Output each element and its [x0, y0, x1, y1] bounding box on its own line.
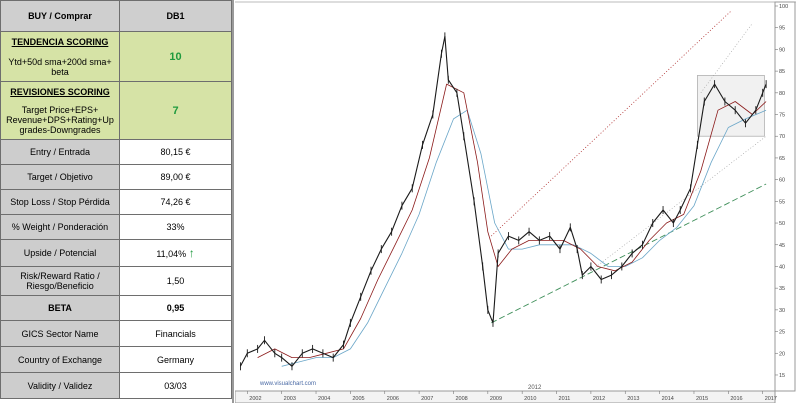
x-tick-label-2004: 2004 — [318, 396, 330, 402]
tendencia-value: 10 — [169, 50, 182, 63]
y-tick-label-50: 50 — [779, 221, 785, 227]
upside-row: Upside / Potencial 11,04% ↑ — [0, 239, 232, 267]
revisiones-cell: REVISIONES SCORING Target Price+EPS+ Rev… — [0, 81, 120, 140]
revisiones-title: REVISIONES SCORING — [10, 86, 110, 97]
trendline-3 — [700, 23, 753, 93]
x-tick-label-2006: 2006 — [387, 396, 399, 402]
price-chart: www.visualchart.com 2012 2002 2003 2004 200… — [234, 0, 796, 404]
x-tick-label-2002: 2002 — [249, 396, 261, 402]
upside-value: 11,04% — [156, 249, 187, 259]
x-mid-label: 2012 — [528, 385, 542, 391]
y-tick-label-45: 45 — [779, 243, 785, 249]
table-header: BUY / Comprar DB1 — [0, 0, 232, 32]
revisiones-value-cell: 7 — [119, 81, 232, 140]
validity-row: Validity / Validez 03/03 — [0, 372, 232, 399]
beta-row: BETA 0,95 — [0, 295, 232, 321]
scoring-panel: BUY / Comprar DB1 TENDENCIA SCORING Ytd+… — [0, 0, 234, 403]
tendencia-title: TENDENCIA SCORING — [11, 36, 109, 47]
x-tick-label-2008: 2008 — [455, 396, 467, 402]
entry-value: 80,15 € — [119, 139, 232, 165]
sector-row: GICS Sector Name Financials — [0, 320, 232, 347]
scoring-table: BUY / Comprar DB1 TENDENCIA SCORING Ytd+… — [0, 0, 232, 399]
tendencia-desc: Ytd+50d sma+200d sma+ beta — [8, 56, 112, 77]
x-tick-label-2015: 2015 — [696, 396, 708, 402]
risk-reward-value: 1,50 — [119, 266, 232, 296]
y-tick-label-15: 15 — [779, 373, 785, 379]
range-box — [697, 75, 765, 137]
x-tick-label-2010: 2010 — [524, 396, 536, 402]
trendline-2 — [490, 10, 733, 237]
x-tick-label-2016: 2016 — [730, 396, 742, 402]
watermark: www.visualchart.com — [259, 381, 316, 387]
tendencia-cell: TENDENCIA SCORING Ytd+50d sma+200d sma+ … — [0, 31, 120, 82]
target-row: Target / Objetivo 89,00 € — [0, 164, 232, 190]
ticker-label: DB1 — [119, 0, 232, 32]
stop-loss-label: Stop Loss / Stop Pérdida — [0, 189, 120, 215]
beta-label: BETA — [0, 295, 120, 321]
price-axis — [774, 1, 796, 392]
x-tick-label-2013: 2013 — [627, 396, 639, 402]
y-tick-label-70: 70 — [779, 134, 785, 140]
y-tick-label-75: 75 — [779, 113, 785, 119]
x-tick-label-2012: 2012 — [593, 396, 605, 402]
revisiones-value: 7 — [172, 104, 179, 117]
tendencia-value-cell: 10 — [119, 31, 232, 82]
weight-label: % Weight / Ponderación — [0, 214, 120, 240]
price-chart-svg: www.visualchart.com 2012 2002 2003 2004 200… — [234, 1, 796, 404]
risk-reward-row: Risk/Reward Ratio / Riesgo/Beneficio 1,5… — [0, 266, 232, 296]
risk-reward-label: Risk/Reward Ratio / Riesgo/Beneficio — [0, 266, 120, 296]
trendline-0 — [491, 183, 767, 324]
target-value: 89,00 € — [119, 164, 232, 190]
moving-average-red-line — [257, 83, 767, 359]
upside-value-cell: 11,04% ↑ — [119, 239, 232, 267]
up-arrow-icon: ↑ — [188, 246, 195, 260]
x-tick-label-2005: 2005 — [352, 396, 364, 402]
sector-value: Financials — [119, 320, 232, 347]
y-tick-label-90: 90 — [779, 47, 785, 53]
x-tick-label-2003: 2003 — [284, 396, 296, 402]
y-tick-label-20: 20 — [779, 351, 785, 357]
revisiones-row: REVISIONES SCORING Target Price+EPS+ Rev… — [0, 81, 232, 140]
country-row: Country of Exchange Germany — [0, 346, 232, 373]
y-tick-label-60: 60 — [779, 178, 785, 184]
upside-label: Upside / Potencial — [0, 239, 120, 267]
trendline-1 — [590, 135, 767, 272]
country-label: Country of Exchange — [0, 346, 120, 373]
recommendation-label: BUY / Comprar — [0, 0, 120, 32]
x-tick-label-2014: 2014 — [662, 396, 674, 402]
weight-row: % Weight / Ponderación 33% — [0, 214, 232, 240]
x-tick-label-2011: 2011 — [559, 396, 571, 402]
y-tick-label-100: 100 — [779, 4, 788, 10]
x-tick-label-2017: 2017 — [765, 396, 777, 402]
revisiones-desc: Target Price+EPS+ Revenue+DPS+Rating+Up … — [6, 104, 114, 135]
x-tick-label-2009: 2009 — [490, 396, 502, 402]
validity-value: 03/03 — [119, 372, 232, 399]
y-tick-label-30: 30 — [779, 308, 785, 314]
y-tick-label-55: 55 — [779, 199, 785, 205]
weight-value: 33% — [119, 214, 232, 240]
y-tick-label-35: 35 — [779, 286, 785, 292]
beta-value: 0,95 — [119, 295, 232, 321]
y-tick-label-80: 80 — [779, 91, 785, 97]
target-label: Target / Objetivo — [0, 164, 120, 190]
entry-label: Entry / Entrada — [0, 139, 120, 165]
y-tick-label-85: 85 — [779, 69, 785, 75]
price-line — [239, 35, 767, 367]
country-value: Germany — [119, 346, 232, 373]
x-tick-label-2007: 2007 — [421, 396, 433, 402]
stop-loss-value: 74,26 € — [119, 189, 232, 215]
y-tick-label-95: 95 — [779, 26, 785, 32]
y-tick-label-25: 25 — [779, 330, 785, 336]
sector-label: GICS Sector Name — [0, 320, 120, 347]
y-tick-label-65: 65 — [779, 156, 785, 162]
moving-average-blue-line — [281, 109, 767, 367]
validity-label: Validity / Validez — [0, 372, 120, 399]
y-tick-label-40: 40 — [779, 264, 785, 270]
stop-loss-row: Stop Loss / Stop Pérdida 74,26 € — [0, 189, 232, 215]
tendencia-row: TENDENCIA SCORING Ytd+50d sma+200d sma+ … — [0, 31, 232, 82]
entry-row: Entry / Entrada 80,15 € — [0, 139, 232, 165]
